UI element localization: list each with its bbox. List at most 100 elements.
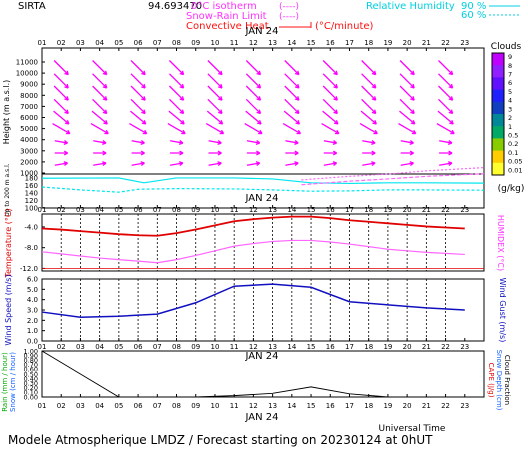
hour-tick-label: 18 <box>364 343 373 351</box>
station-name: SIRTA <box>18 1 46 12</box>
wind-arrow <box>284 73 300 89</box>
wind-tick-label: 6.0 <box>27 276 38 284</box>
hour-tick-label: 06 <box>134 206 143 214</box>
wind-arrow <box>207 98 223 115</box>
wind-arrow <box>284 85 300 101</box>
colorbar-tick-label: 5 <box>508 88 512 96</box>
wind-arrow <box>362 161 376 166</box>
height-tick-label: 3000 <box>20 147 38 155</box>
wind-arrow <box>168 73 185 89</box>
height-tick-label: 120 <box>25 197 38 205</box>
height-tick-label: 6000 <box>20 114 38 122</box>
hour-tick-label: 23 <box>460 39 469 47</box>
wind-arrow <box>282 123 302 135</box>
colorbar-tick-label: 0.1 <box>508 149 518 157</box>
wind-arrow <box>361 60 377 76</box>
hour-tick-label: 14 <box>287 206 296 214</box>
wind-arrow <box>168 98 185 115</box>
hour-tick-label: 02 <box>57 402 66 410</box>
wind-tick-label: 3.0 <box>27 307 38 315</box>
wind-arrow <box>93 140 107 145</box>
wind-arrow <box>54 161 69 166</box>
hour-tick-label: 16 <box>326 206 335 214</box>
hour-tick-label: 04 <box>95 343 104 351</box>
wind-arrow <box>170 161 184 166</box>
colorbar-swatch <box>492 150 504 164</box>
hour-tick-label: 20 <box>403 206 412 214</box>
hour-tick-label: 20 <box>403 39 412 47</box>
hour-tick-label: 12 <box>249 39 258 47</box>
hour-tick-label: 19 <box>383 402 392 410</box>
colorbar-swatch <box>492 77 504 91</box>
wind-speed-axis-label: Wind Speed (m/s) <box>4 274 13 345</box>
wind-speed-series <box>41 283 465 318</box>
wind-arrow <box>207 85 223 101</box>
wind-arrow <box>399 110 416 125</box>
wind-arrow <box>208 140 222 145</box>
wind-arrow <box>400 161 414 166</box>
hour-tick-label: 23 <box>460 206 469 214</box>
snowrain-legend-dash: (----) <box>279 12 299 22</box>
wind-arrow <box>438 73 454 89</box>
hour-tick-label: 23 <box>460 402 469 410</box>
precip-tick-label: 0.00 <box>24 393 38 401</box>
hour-tick-label: 22 <box>441 206 450 214</box>
hour-tick-label: 05 <box>114 402 123 410</box>
colorbar-swatch <box>492 89 504 103</box>
wind-arrow <box>323 150 338 156</box>
height-tick-label: 160 <box>25 182 38 190</box>
rain-axis-label: Rain (mm / hour) <box>1 352 9 412</box>
hour-tick-label: 22 <box>441 39 450 47</box>
wind-gust-axis-label: Wind Gust (m/s) <box>498 278 507 343</box>
wind-arrow <box>399 73 415 89</box>
wind-arrow <box>54 140 69 145</box>
hour-tick-label: 03 <box>76 402 85 410</box>
wind-tick-label: 4.0 <box>27 296 38 304</box>
hour-tick-label: 13 <box>268 206 277 214</box>
wind-arrow <box>130 73 146 89</box>
hour-tick-label: 04 <box>95 402 104 410</box>
hour-tick-label: 07 <box>153 206 162 214</box>
convective-legend-label: Convective Heat <box>186 21 269 32</box>
temperature-axis-label: Temperature (°C) <box>4 208 13 278</box>
hour-axis-bottom: 01 02 03 04 05 06 07 08 09 10 11 12 13 14 15 16 17 18 19 20… <box>38 394 469 410</box>
wind-arrow <box>399 98 415 115</box>
colorbar-tick-label: 0.5 <box>508 132 518 140</box>
hour-tick-label: 23 <box>460 343 469 351</box>
colorbar-tick-label: 4 <box>508 97 512 105</box>
colorbar-unit: (g/kg) <box>498 184 525 194</box>
wind-arrow <box>130 110 147 125</box>
hour-tick-label: 09 <box>191 343 200 351</box>
hour-tick-label: 16 <box>326 402 335 410</box>
wind-speed-line <box>41 283 465 318</box>
colorbar-tick-label: 0.01 <box>508 166 522 174</box>
hour-tick-label: 16 <box>326 343 335 351</box>
hour-tick-label: 18 <box>364 39 373 47</box>
hour-tick-label: 22 <box>441 343 450 351</box>
colorbar-tick-label: 9 <box>508 53 512 61</box>
wind-arrow <box>167 123 186 135</box>
temperature-series <box>41 215 465 264</box>
hour-tick-label: 17 <box>345 39 354 47</box>
hour-tick-label: 08 <box>172 402 181 410</box>
wind-tick-label: 2.0 <box>27 317 38 325</box>
date-label-bottom: JAN 24 <box>245 412 279 423</box>
wind-arrow <box>245 98 262 115</box>
wind-arrow <box>246 150 261 156</box>
colorbar-swatch <box>492 126 504 139</box>
hour-tick-label: 13 <box>268 39 277 47</box>
hour-tick-label: 11 <box>230 39 239 47</box>
wind-arrow <box>170 150 184 156</box>
rh-legend-label: Relative Humidity <box>366 1 455 12</box>
wind-arrow <box>208 161 222 166</box>
colorbar-tick-label: 1 <box>508 123 512 131</box>
wind-arrow <box>130 85 146 101</box>
precip-tick-label: 0.70 <box>24 361 38 369</box>
wind-arrow <box>131 150 145 156</box>
height-tick-label: 2000 <box>20 158 38 166</box>
wind-arrow <box>322 85 338 101</box>
wind-arrow <box>360 110 377 125</box>
wind-arrow <box>207 60 223 76</box>
